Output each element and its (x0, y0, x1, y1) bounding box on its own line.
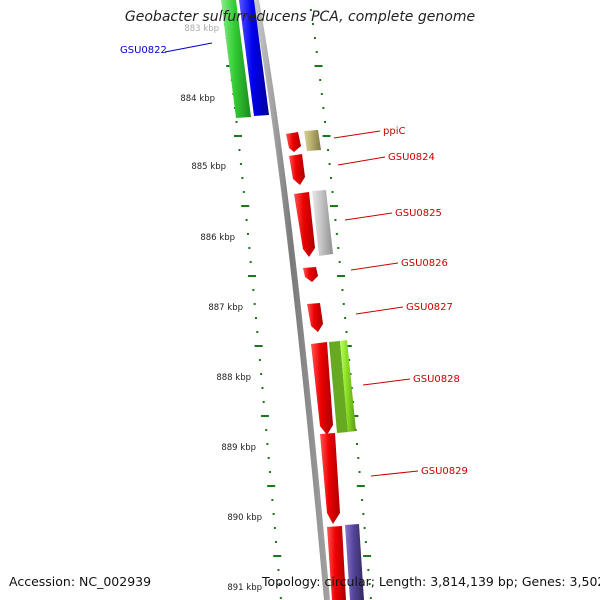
gene-label-GSU0828[interactable]: GSU0828 (413, 374, 460, 385)
gene-feature-GSU0826[interactable] (303, 267, 318, 282)
gene-feature-next-a[interactable] (327, 526, 346, 600)
label-leaders (164, 42, 419, 477)
gene-label-GSU0829[interactable]: GSU0829 (421, 466, 468, 477)
kbp-label: 884 kbp (180, 94, 215, 104)
gene-feature-ppiC-protein[interactable] (304, 130, 321, 151)
strand-minus-features (221, 0, 269, 118)
gene-feature-GSU0825[interactable] (294, 192, 315, 257)
kbp-label: 890 kbp (227, 513, 262, 523)
kbp-label: 885 kbp (191, 162, 226, 172)
kbp-label: 889 kbp (221, 443, 256, 453)
gene-feature-GSU0827[interactable] (307, 303, 323, 332)
genome-backbone (253, 0, 330, 600)
genome-title: Geobacter sulfurreducens PCA, complete g… (124, 9, 476, 25)
gene-feature-GSU0824[interactable] (289, 154, 305, 185)
gene-feature-ppiC[interactable] (286, 132, 301, 152)
kbp-label: 887 kbp (208, 303, 243, 313)
gene-feature-GSU0822-protein[interactable] (239, 0, 269, 116)
strand-plus-features (286, 130, 364, 600)
kbp-label: 883 kbp (184, 24, 219, 34)
accession-text: Accession: NC_002939 (9, 574, 152, 589)
gene-feature-GSU0828-protein-a[interactable] (329, 341, 348, 433)
gene-label-GSU0824[interactable]: GSU0824 (388, 152, 435, 163)
kbp-label: 888 kbp (216, 373, 251, 383)
kbp-label: 886 kbp (200, 233, 235, 243)
gene-label-GSU0825[interactable]: GSU0825 (395, 208, 442, 219)
kbp-scale: 883 kbp 884 kbp 885 kbp 886 kbp 887 kbp … (180, 24, 262, 593)
kbp-label: 891 kbp (227, 583, 262, 593)
gene-feature-GSU0822[interactable] (221, 0, 251, 118)
gene-label-GSU0822[interactable]: GSU0822 (120, 45, 167, 56)
topology-text: Topology: circular; Length: 3,814,139 bp… (262, 574, 600, 589)
gene-label-GSU0826[interactable]: GSU0826 (401, 258, 448, 269)
outer-tick-row (221, 9, 282, 599)
gene-labels: GSU0822 ppiC GSU0824 GSU0825 GSU0826 GSU… (120, 45, 468, 477)
gene-label-ppiC[interactable]: ppiC (383, 126, 405, 137)
gene-feature-GSU0828-protein-b[interactable] (340, 340, 356, 432)
gene-feature-GSU0829[interactable] (320, 433, 340, 524)
gene-feature-GSU0828[interactable] (311, 342, 333, 435)
gene-feature-next-b[interactable] (345, 524, 364, 600)
gene-label-GSU0827[interactable]: GSU0827 (406, 302, 453, 313)
gene-feature-GSU0825-protein[interactable] (312, 190, 333, 256)
